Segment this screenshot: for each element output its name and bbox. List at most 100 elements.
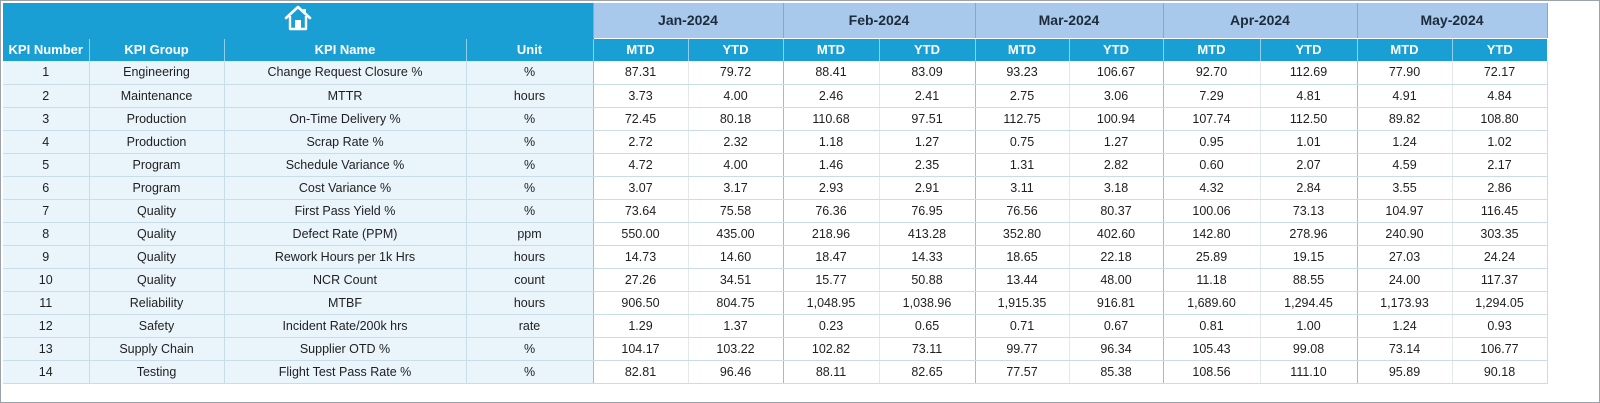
kpi-number-cell[interactable]: 11 bbox=[3, 291, 90, 315]
kpi-group-cell[interactable]: Quality bbox=[89, 199, 225, 223]
mtd-value-cell[interactable]: 92.70 bbox=[1163, 61, 1261, 85]
ytd-value-cell[interactable]: 14.33 bbox=[879, 245, 976, 269]
ytd-value-cell[interactable]: 96.34 bbox=[1069, 337, 1164, 361]
mtd-value-cell[interactable]: 99.77 bbox=[975, 337, 1070, 361]
kpi-name-cell[interactable]: Cost Variance % bbox=[224, 176, 467, 200]
ytd-value-cell[interactable]: 278.96 bbox=[1260, 222, 1358, 246]
mtd-value-cell[interactable]: 73.14 bbox=[1357, 337, 1453, 361]
ytd-value-cell[interactable]: 100.94 bbox=[1069, 107, 1164, 131]
ytd-value-cell[interactable]: 117.37 bbox=[1452, 268, 1548, 292]
ytd-value-cell[interactable]: 2.41 bbox=[879, 84, 976, 108]
ytd-value-cell[interactable]: 76.95 bbox=[879, 199, 976, 223]
mtd-value-cell[interactable]: 1,173.93 bbox=[1357, 291, 1453, 315]
kpi-group-cell[interactable]: Quality bbox=[89, 222, 225, 246]
mtd-value-cell[interactable]: 27.03 bbox=[1357, 245, 1453, 269]
mtd-value-cell[interactable]: 1,915.35 bbox=[975, 291, 1070, 315]
ytd-value-cell[interactable]: 402.60 bbox=[1069, 222, 1164, 246]
ytd-value-cell[interactable]: 73.13 bbox=[1260, 199, 1358, 223]
mtd-value-cell[interactable]: 105.43 bbox=[1163, 337, 1261, 361]
ytd-value-cell[interactable]: 80.18 bbox=[688, 107, 784, 131]
kpi-group-cell[interactable]: Reliability bbox=[89, 291, 225, 315]
unit-cell[interactable]: % bbox=[466, 107, 594, 131]
mtd-value-cell[interactable]: 906.50 bbox=[593, 291, 689, 315]
mtd-value-cell[interactable]: 24.00 bbox=[1357, 268, 1453, 292]
ytd-value-cell[interactable]: 1.01 bbox=[1260, 130, 1358, 154]
unit-cell[interactable]: ppm bbox=[466, 222, 594, 246]
ytd-value-cell[interactable]: 3.17 bbox=[688, 176, 784, 200]
mtd-value-cell[interactable]: 1,048.95 bbox=[783, 291, 880, 315]
mtd-value-cell[interactable]: 88.11 bbox=[783, 360, 880, 384]
home-icon[interactable] bbox=[284, 5, 312, 31]
kpi-group-cell[interactable]: Maintenance bbox=[89, 84, 225, 108]
kpi-name-cell[interactable]: First Pass Yield % bbox=[224, 199, 467, 223]
ytd-value-cell[interactable]: 73.11 bbox=[879, 337, 976, 361]
ytd-value-cell[interactable]: 2.17 bbox=[1452, 153, 1548, 177]
mtd-value-cell[interactable]: 352.80 bbox=[975, 222, 1070, 246]
ytd-value-cell[interactable]: 804.75 bbox=[688, 291, 784, 315]
mtd-value-cell[interactable]: 27.26 bbox=[593, 268, 689, 292]
mtd-value-cell[interactable]: 93.23 bbox=[975, 61, 1070, 85]
kpi-number-cell[interactable]: 8 bbox=[3, 222, 90, 246]
kpi-name-cell[interactable]: Rework Hours per 1k Hrs bbox=[224, 245, 467, 269]
mtd-value-cell[interactable]: 108.56 bbox=[1163, 360, 1261, 384]
mtd-value-cell[interactable]: 0.23 bbox=[783, 314, 880, 338]
ytd-value-cell[interactable]: 4.00 bbox=[688, 84, 784, 108]
unit-cell[interactable]: % bbox=[466, 360, 594, 384]
mtd-value-cell[interactable]: 7.29 bbox=[1163, 84, 1261, 108]
ytd-value-cell[interactable]: 1.37 bbox=[688, 314, 784, 338]
mtd-value-cell[interactable]: 0.95 bbox=[1163, 130, 1261, 154]
ytd-value-cell[interactable]: 90.18 bbox=[1452, 360, 1548, 384]
ytd-value-cell[interactable]: 80.37 bbox=[1069, 199, 1164, 223]
kpi-number-cell[interactable]: 7 bbox=[3, 199, 90, 223]
mtd-value-cell[interactable]: 76.56 bbox=[975, 199, 1070, 223]
kpi-number-cell[interactable]: 10 bbox=[3, 268, 90, 292]
kpi-group-cell[interactable]: Quality bbox=[89, 245, 225, 269]
ytd-value-cell[interactable]: 85.38 bbox=[1069, 360, 1164, 384]
ytd-value-cell[interactable]: 88.55 bbox=[1260, 268, 1358, 292]
kpi-name-cell[interactable]: MTTR bbox=[224, 84, 467, 108]
unit-cell[interactable]: % bbox=[466, 130, 594, 154]
ytd-value-cell[interactable]: 106.77 bbox=[1452, 337, 1548, 361]
kpi-group-cell[interactable]: Program bbox=[89, 153, 225, 177]
ytd-value-cell[interactable]: 97.51 bbox=[879, 107, 976, 131]
mtd-value-cell[interactable]: 107.74 bbox=[1163, 107, 1261, 131]
ytd-value-cell[interactable]: 82.65 bbox=[879, 360, 976, 384]
mtd-value-cell[interactable]: 0.81 bbox=[1163, 314, 1261, 338]
unit-cell[interactable]: % bbox=[466, 61, 594, 85]
ytd-value-cell[interactable]: 2.91 bbox=[879, 176, 976, 200]
mtd-value-cell[interactable]: 88.41 bbox=[783, 61, 880, 85]
mtd-value-cell[interactable]: 1.18 bbox=[783, 130, 880, 154]
ytd-value-cell[interactable]: 48.00 bbox=[1069, 268, 1164, 292]
mtd-value-cell[interactable]: 1.29 bbox=[593, 314, 689, 338]
kpi-group-cell[interactable]: Testing bbox=[89, 360, 225, 384]
kpi-number-cell[interactable]: 12 bbox=[3, 314, 90, 338]
kpi-name-cell[interactable]: Incident Rate/200k hrs bbox=[224, 314, 467, 338]
ytd-value-cell[interactable]: 79.72 bbox=[688, 61, 784, 85]
ytd-value-cell[interactable]: 1.02 bbox=[1452, 130, 1548, 154]
kpi-group-cell[interactable]: Engineering bbox=[89, 61, 225, 85]
ytd-value-cell[interactable]: 1.00 bbox=[1260, 314, 1358, 338]
mtd-value-cell[interactable]: 102.82 bbox=[783, 337, 880, 361]
ytd-value-cell[interactable]: 116.45 bbox=[1452, 199, 1548, 223]
unit-cell[interactable]: hours bbox=[466, 245, 594, 269]
ytd-value-cell[interactable]: 2.82 bbox=[1069, 153, 1164, 177]
ytd-value-cell[interactable]: 111.10 bbox=[1260, 360, 1358, 384]
kpi-name-cell[interactable]: Scrap Rate % bbox=[224, 130, 467, 154]
ytd-value-cell[interactable]: 2.32 bbox=[688, 130, 784, 154]
mtd-value-cell[interactable]: 3.73 bbox=[593, 84, 689, 108]
mtd-value-cell[interactable]: 15.77 bbox=[783, 268, 880, 292]
unit-cell[interactable]: % bbox=[466, 199, 594, 223]
ytd-value-cell[interactable]: 3.18 bbox=[1069, 176, 1164, 200]
mtd-value-cell[interactable]: 73.64 bbox=[593, 199, 689, 223]
ytd-value-cell[interactable]: 2.35 bbox=[879, 153, 976, 177]
ytd-value-cell[interactable]: 99.08 bbox=[1260, 337, 1358, 361]
kpi-name-cell[interactable]: Supplier OTD % bbox=[224, 337, 467, 361]
mtd-value-cell[interactable]: 100.06 bbox=[1163, 199, 1261, 223]
ytd-value-cell[interactable]: 0.93 bbox=[1452, 314, 1548, 338]
ytd-value-cell[interactable]: 303.35 bbox=[1452, 222, 1548, 246]
mtd-value-cell[interactable]: 3.55 bbox=[1357, 176, 1453, 200]
unit-cell[interactable]: hours bbox=[466, 84, 594, 108]
mtd-value-cell[interactable]: 2.46 bbox=[783, 84, 880, 108]
ytd-value-cell[interactable]: 112.69 bbox=[1260, 61, 1358, 85]
ytd-value-cell[interactable]: 1,294.05 bbox=[1452, 291, 1548, 315]
